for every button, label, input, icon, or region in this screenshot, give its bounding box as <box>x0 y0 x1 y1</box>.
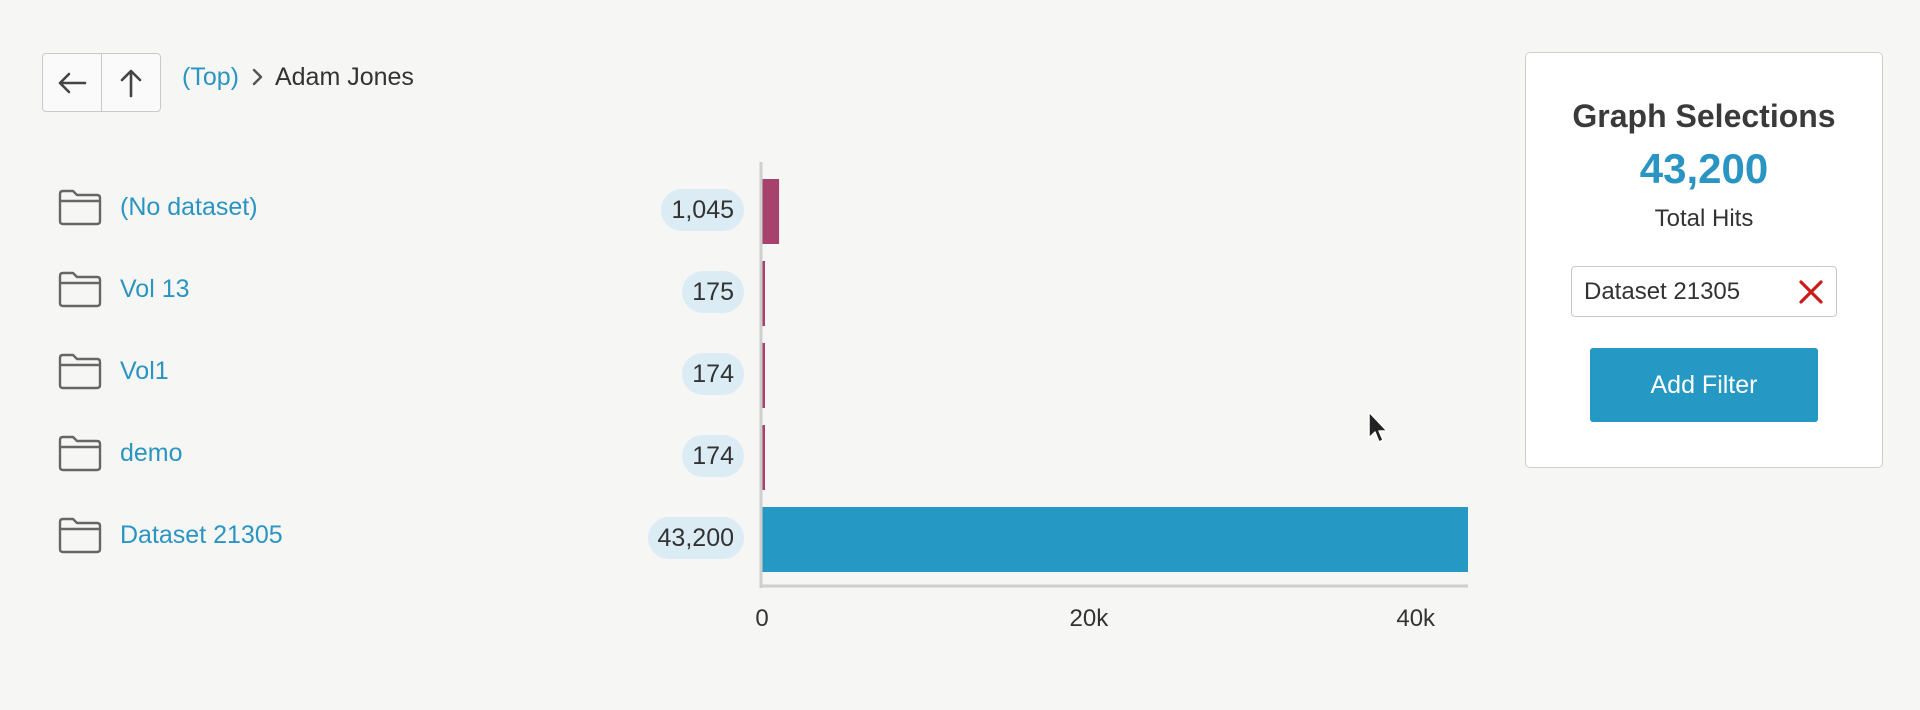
arrow-up-icon <box>120 69 142 97</box>
mouse-cursor-icon <box>1368 411 1388 443</box>
breadcrumb-current: Adam Jones <box>274 62 414 91</box>
nav-button-group <box>42 53 161 112</box>
list-item[interactable]: Vol 13 <box>58 269 190 309</box>
folder-icon <box>58 517 102 554</box>
filter-chip-label: Dataset 21305 <box>1584 277 1741 305</box>
folder-icon <box>58 435 102 472</box>
count-badge: 43,200 <box>647 517 744 559</box>
arrow-left-icon <box>58 72 87 93</box>
folder-icon <box>58 189 102 226</box>
bar-vol1[interactable] <box>762 343 765 408</box>
folder-icon <box>58 271 102 308</box>
count-badge: 174 <box>682 435 744 477</box>
total-hits-label: Total Hits <box>1654 205 1754 232</box>
row-name-link[interactable]: Dataset 21305 <box>120 520 283 549</box>
list-item[interactable]: (No dataset) <box>58 187 258 227</box>
up-button[interactable] <box>101 54 160 111</box>
count-badge: 1,045 <box>661 189 744 231</box>
list-item[interactable]: Dataset 21305 <box>58 515 283 555</box>
x-tick-label: 0 <box>755 605 768 632</box>
bar-vol-13[interactable] <box>762 261 765 326</box>
row-name-link[interactable]: Vol1 <box>120 356 169 385</box>
row-name-link[interactable]: (No dataset) <box>120 192 258 221</box>
x-tick-label: 20k <box>1070 605 1110 632</box>
graph-selections-panel: Graph Selections 43,200 Total Hits Datas… <box>1525 52 1883 468</box>
back-button[interactable] <box>43 54 101 111</box>
count-badge: 174 <box>682 353 744 395</box>
list-item[interactable]: Vol1 <box>58 351 169 391</box>
row-name-link[interactable]: demo <box>120 438 183 467</box>
folder-icon <box>58 353 102 390</box>
bar-demo[interactable] <box>762 425 765 490</box>
count-badge: 175 <box>682 271 744 313</box>
bar-dataset-21305[interactable] <box>762 507 1468 572</box>
bar-no-dataset[interactable] <box>762 179 780 244</box>
x-tick-label: 40k <box>1396 605 1436 632</box>
breadcrumb: (Top) Adam Jones <box>182 60 414 94</box>
row-name-link[interactable]: Vol 13 <box>120 274 190 303</box>
list-item[interactable]: demo <box>58 433 183 473</box>
panel-title: Graph Selections <box>1572 98 1836 134</box>
total-hits-value: 43,200 <box>1639 145 1769 192</box>
close-icon[interactable] <box>1796 277 1826 307</box>
chevron-right-icon <box>251 67 265 87</box>
breadcrumb-top-link[interactable]: (Top) <box>182 62 239 91</box>
filter-chip: Dataset 21305 <box>1571 266 1837 317</box>
add-filter-button[interactable]: Add Filter <box>1590 348 1818 422</box>
